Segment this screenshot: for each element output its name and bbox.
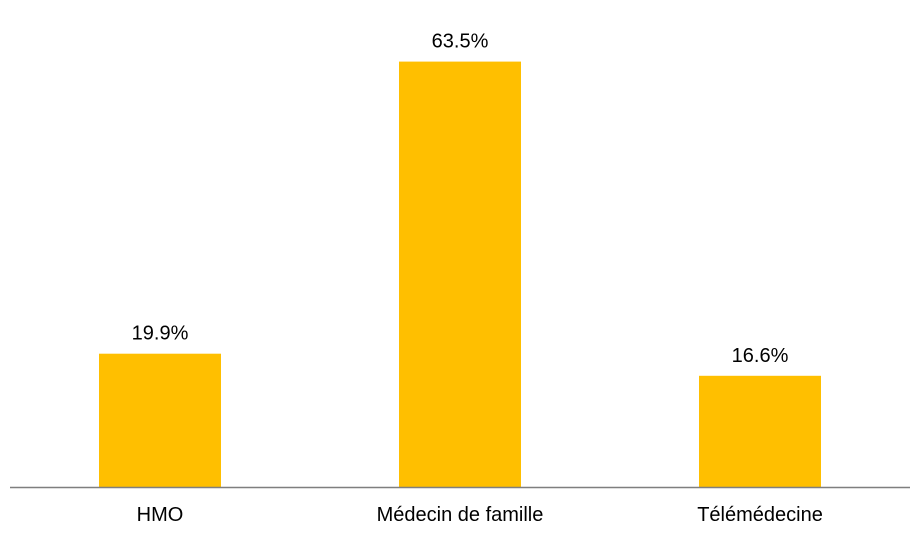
- data-label-1: 63.5%: [432, 31, 489, 53]
- data-label-2: 16.6%: [732, 345, 789, 367]
- bar-0: [99, 353, 221, 487]
- category-label-0: HMO: [137, 504, 184, 526]
- bars-layer: [99, 61, 821, 487]
- category-labels-layer: HMO Médecin de famille Télémédecine: [137, 504, 823, 526]
- bar-2: [699, 375, 821, 487]
- category-label-2: Télémédecine: [697, 504, 823, 526]
- value-labels-layer: 19.9% 63.5% 16.6%: [132, 31, 789, 367]
- category-label-1: Médecin de famille: [377, 504, 544, 526]
- bar-1: [399, 61, 521, 487]
- data-label-0: 19.9%: [132, 323, 189, 345]
